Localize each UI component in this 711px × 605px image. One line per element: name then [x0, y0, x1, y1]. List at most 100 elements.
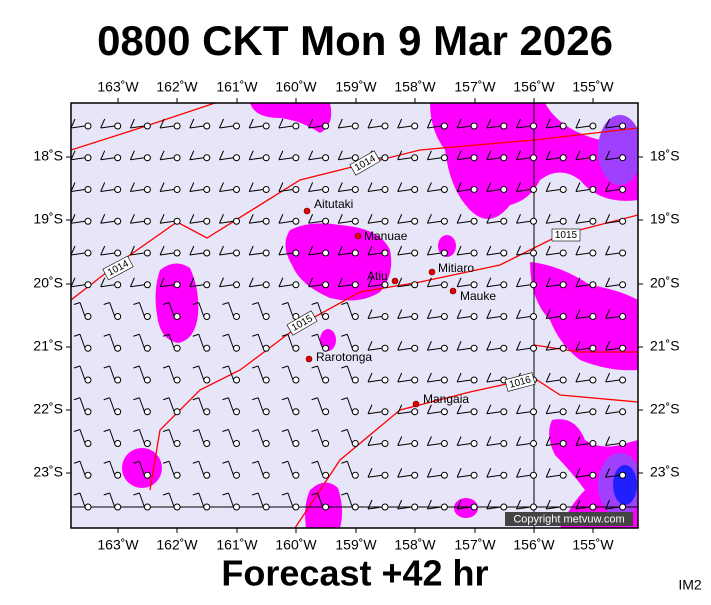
- wind-feather: [486, 245, 492, 256]
- wind-station: [589, 249, 597, 257]
- wind-feather: [248, 214, 254, 224]
- wind-staff: [317, 461, 324, 476]
- wind-station: [173, 376, 181, 384]
- wind-feather: [397, 341, 403, 351]
- wind-staff: [71, 252, 86, 256]
- wind-staff: [486, 506, 501, 510]
- place-marker: [354, 232, 362, 240]
- wind-staff: [605, 316, 620, 319]
- wind-station: [262, 281, 270, 289]
- wind-feather: [397, 214, 403, 224]
- title: 0800 CKT Mon 9 Mar 2026: [97, 17, 613, 64]
- wind-staff: [317, 492, 324, 508]
- isobar-label-box: [551, 228, 581, 242]
- wind-feather: [545, 309, 551, 319]
- wind-feather: [189, 182, 195, 192]
- wind-staff: [219, 157, 234, 161]
- wind-staff: [367, 316, 383, 319]
- wind-feather: [516, 214, 521, 224]
- wind-staff: [397, 379, 412, 383]
- wind-feather: [189, 277, 195, 287]
- wind-station: [530, 249, 537, 257]
- wind-station: [619, 440, 627, 447]
- wind-station: [470, 313, 478, 320]
- wind-feather: [252, 492, 259, 496]
- wind-staff: [516, 125, 531, 129]
- wind-staff: [546, 411, 561, 415]
- wind-staff: [605, 125, 620, 129]
- wind-staff: [308, 157, 323, 161]
- wind-feather: [426, 499, 432, 510]
- wind-feather: [100, 182, 106, 192]
- wind-feather: [426, 372, 432, 383]
- wind-staff: [308, 220, 323, 224]
- wind-staff: [605, 379, 620, 383]
- wind-staff: [317, 365, 324, 381]
- wind-station: [143, 154, 151, 162]
- wind-station: [559, 471, 567, 479]
- wind-station: [322, 281, 330, 289]
- wind-staff: [79, 397, 86, 412]
- wind-staff: [287, 334, 294, 349]
- wind-station: [589, 440, 597, 447]
- wind-feather: [367, 182, 373, 192]
- wind-station: [559, 154, 567, 162]
- wind-staff: [516, 252, 531, 256]
- image-id: IM2: [678, 577, 702, 593]
- wind-feather: [397, 277, 403, 287]
- wind-station: [351, 249, 359, 257]
- wind-station: [589, 344, 597, 352]
- wind-staff: [317, 429, 324, 444]
- wind-feather: [426, 150, 432, 160]
- wind-feather: [278, 214, 284, 224]
- wind-staff: [457, 347, 472, 351]
- wind-station: [233, 503, 240, 511]
- wind-staff: [397, 284, 412, 288]
- wind-station: [322, 154, 330, 162]
- wind-station: [411, 249, 419, 257]
- wind-feather: [605, 245, 611, 256]
- wind-feather: [252, 429, 259, 432]
- wind-feather: [308, 150, 314, 160]
- wind-station: [411, 408, 419, 416]
- wind-station: [84, 440, 92, 447]
- wind-feather: [73, 429, 81, 432]
- wind-feather: [367, 118, 373, 129]
- wind-station: [84, 313, 92, 320]
- wind-staff: [228, 461, 234, 476]
- wind-staff: [457, 284, 472, 288]
- wind-staff: [287, 429, 294, 444]
- wind-station: [143, 122, 151, 130]
- wind-station: [262, 186, 270, 193]
- wind-feather: [103, 365, 110, 369]
- wind-feather: [73, 365, 81, 369]
- isobar-label: 1015: [555, 230, 578, 241]
- wind-staff: [575, 316, 590, 319]
- wind-feather: [311, 397, 318, 401]
- wind-feather: [100, 245, 106, 256]
- wind-station: [351, 376, 359, 384]
- wind-station: [440, 154, 448, 162]
- wind-staff: [79, 302, 86, 317]
- wind-station: [411, 344, 419, 352]
- wind-station: [619, 344, 627, 352]
- wind-feather: [252, 302, 259, 305]
- wind-feather: [222, 333, 229, 337]
- wind-staff: [367, 189, 383, 192]
- wind-station: [233, 376, 240, 384]
- wind-staff: [189, 252, 204, 256]
- wind-feather: [129, 245, 135, 256]
- place-marker: [449, 287, 457, 295]
- wind-station: [351, 122, 359, 130]
- wind-feather: [100, 277, 106, 287]
- wind-station: [322, 408, 330, 416]
- wind-feather: [281, 429, 289, 432]
- wind-staff: [219, 252, 234, 256]
- wind-staff: [486, 474, 501, 478]
- wind-staff: [397, 157, 412, 161]
- wind-staff: [397, 474, 412, 478]
- wind-station: [84, 344, 92, 352]
- wind-station: [143, 313, 151, 320]
- wind-staff: [257, 302, 264, 317]
- place-label: Rarotonga: [316, 350, 372, 364]
